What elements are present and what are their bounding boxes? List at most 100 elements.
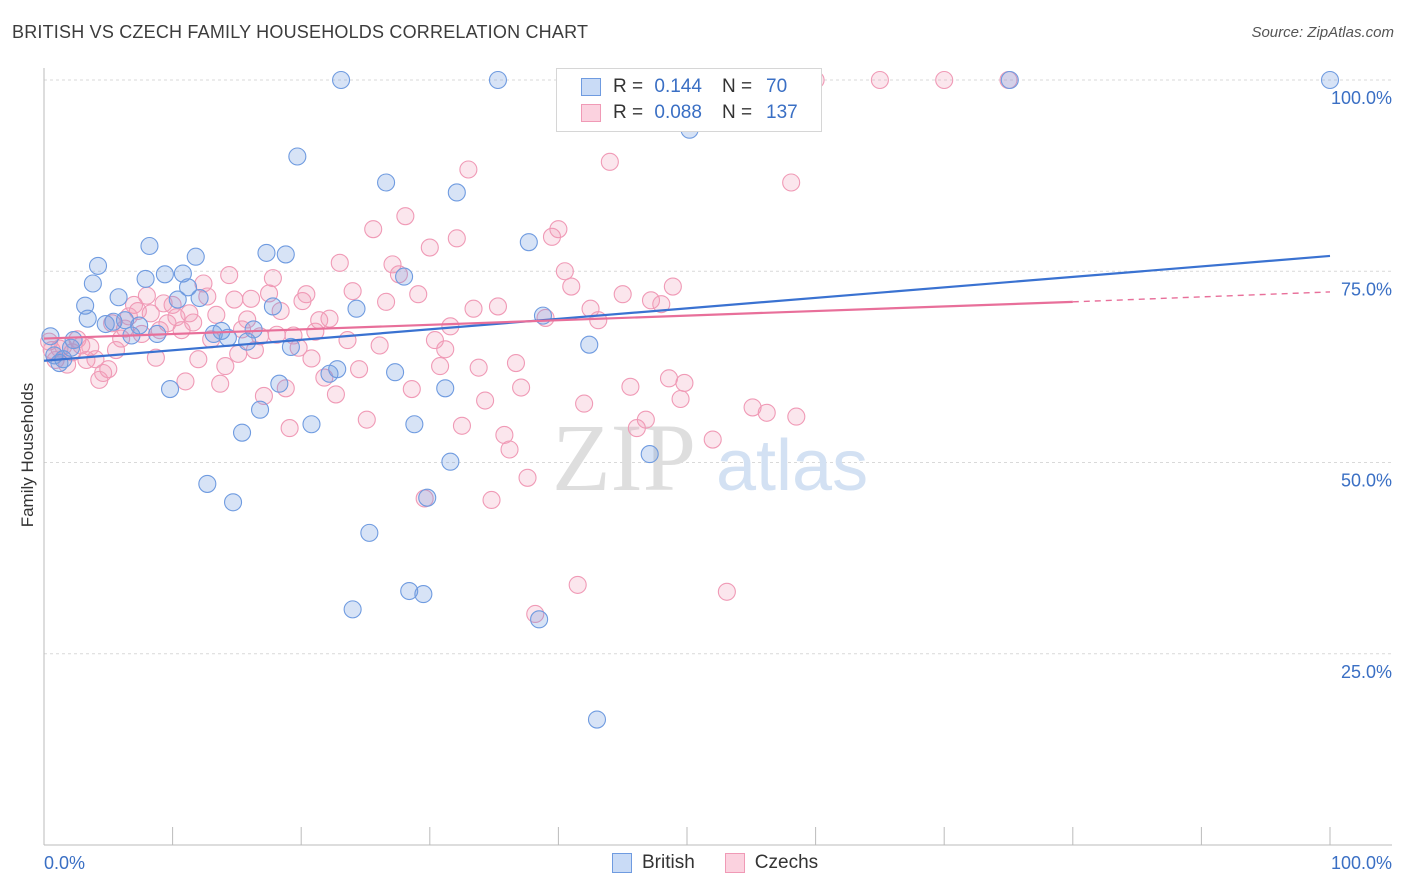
czechs-point bbox=[469, 358, 488, 377]
czechs-point bbox=[652, 295, 671, 314]
british-point bbox=[386, 363, 405, 382]
czechs-point bbox=[154, 294, 173, 313]
czechs-point bbox=[555, 262, 574, 281]
british-point bbox=[140, 236, 159, 256]
british-point bbox=[328, 360, 347, 379]
czechs-point bbox=[549, 220, 568, 239]
british-point bbox=[41, 327, 60, 346]
british-point bbox=[104, 312, 123, 331]
british-point bbox=[155, 265, 174, 284]
czechs-point bbox=[787, 407, 806, 426]
british-point bbox=[83, 274, 102, 293]
british-point bbox=[580, 335, 599, 354]
czechs-n-label: N = bbox=[721, 102, 753, 123]
british-point bbox=[276, 245, 295, 264]
czechs-point bbox=[141, 304, 160, 323]
czechs-n-value: 137 bbox=[766, 102, 798, 123]
czechs-point bbox=[343, 282, 362, 301]
czechs-point bbox=[396, 207, 415, 226]
british-n-value: 70 bbox=[766, 76, 788, 97]
czechs-point bbox=[198, 287, 217, 306]
british-point bbox=[441, 452, 460, 471]
chart-title: BRITISH VS CZECH FAMILY HOUSEHOLDS CORRE… bbox=[12, 22, 589, 42]
czechs-point bbox=[459, 160, 478, 179]
czechs-point bbox=[280, 419, 299, 438]
legend-item-british[interactable]: British bbox=[612, 852, 695, 874]
british-point bbox=[400, 581, 419, 601]
czechs-r-value: 0.088 bbox=[654, 102, 702, 123]
czechs-point bbox=[180, 304, 199, 323]
british-point bbox=[263, 297, 282, 316]
czechs-point bbox=[782, 173, 801, 192]
stats-legend: R = 0.144 N = 70 R = 0.088 N = 137 bbox=[556, 68, 822, 132]
british-point bbox=[488, 70, 508, 90]
czechs-legend-swatch bbox=[724, 853, 745, 873]
czechs-point bbox=[575, 394, 594, 413]
czechs-point bbox=[364, 220, 383, 239]
czechs-point bbox=[211, 374, 230, 393]
x-tick-label-min: 0.0% bbox=[44, 853, 85, 873]
british-point bbox=[302, 415, 321, 434]
british-point bbox=[414, 585, 433, 604]
british-point bbox=[640, 445, 659, 464]
czechs-point bbox=[641, 291, 661, 310]
czechs-point bbox=[357, 410, 376, 429]
x-tick-label-max: 100.0% bbox=[1331, 853, 1392, 873]
british-n-label: N = bbox=[721, 76, 753, 97]
czechs-point bbox=[703, 430, 722, 449]
british-point bbox=[109, 288, 128, 307]
british-point bbox=[395, 267, 414, 286]
british-point bbox=[250, 400, 270, 419]
czechs-point bbox=[377, 292, 396, 311]
czechs-point bbox=[613, 285, 632, 304]
czechs-point bbox=[671, 389, 690, 409]
british-r-label: R = bbox=[613, 76, 644, 97]
british-point bbox=[270, 374, 289, 393]
british-point bbox=[88, 256, 108, 275]
czechs-r-label: R = bbox=[613, 102, 644, 123]
legend-row-czechs: R = 0.088 N = 137 bbox=[581, 100, 798, 126]
czechs-point bbox=[659, 369, 679, 388]
czechs-point bbox=[241, 289, 261, 308]
british-point bbox=[587, 710, 607, 729]
axes bbox=[43, 68, 1392, 846]
czechs-point bbox=[306, 322, 325, 341]
british-point bbox=[168, 290, 187, 309]
british-point bbox=[1320, 70, 1340, 90]
british-point bbox=[198, 474, 217, 493]
czechs-point bbox=[216, 357, 235, 376]
british-trend-line bbox=[43, 254, 1331, 362]
czechs-point bbox=[326, 385, 345, 404]
czechs-point bbox=[220, 266, 239, 285]
british-point bbox=[160, 380, 180, 399]
czechs-point bbox=[184, 313, 203, 332]
czechs-point bbox=[402, 380, 421, 399]
czechs-point bbox=[600, 152, 619, 171]
czechs-point bbox=[542, 227, 562, 246]
czechs-point bbox=[370, 336, 389, 355]
czechs-point bbox=[495, 425, 514, 445]
legend-row-british: R = 0.144 N = 70 bbox=[581, 74, 787, 100]
watermark-zip: ZIP bbox=[552, 404, 696, 511]
czechs-point bbox=[562, 277, 581, 296]
czechs-point bbox=[420, 238, 439, 257]
czechs-point bbox=[320, 309, 339, 328]
british-point bbox=[347, 299, 366, 318]
czechs-point bbox=[409, 285, 428, 304]
czechs-point bbox=[330, 253, 349, 272]
british-point bbox=[78, 309, 97, 328]
czechs-point bbox=[436, 340, 455, 359]
legend-item-czechs[interactable]: Czechs bbox=[724, 852, 818, 874]
tick-labels: 25.0% 50.0% 75.0% 100.0% 0.0% 100.0% bbox=[44, 88, 1392, 873]
czechs-point bbox=[482, 490, 501, 510]
czechs-point bbox=[99, 360, 118, 379]
y-tick-label: 25.0% bbox=[1341, 662, 1392, 682]
british-point bbox=[332, 70, 351, 90]
british-point bbox=[244, 320, 263, 339]
y-tick-label: 75.0% bbox=[1341, 279, 1392, 299]
czechs-point bbox=[476, 391, 495, 410]
source-credit: Source: ZipAtlas.com bbox=[1251, 24, 1394, 41]
british-point bbox=[1000, 70, 1019, 90]
czechs-point bbox=[870, 70, 889, 90]
